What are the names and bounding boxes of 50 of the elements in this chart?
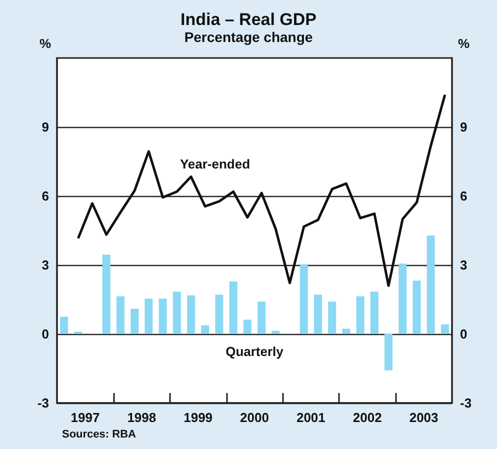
bar (116, 296, 124, 334)
source-note: Sources: RBA (62, 428, 136, 440)
x-tick-label: 2000 (240, 410, 269, 425)
y-tick-label: 9 (42, 120, 49, 134)
bar (243, 320, 252, 334)
y-axis-title: % (39, 36, 52, 51)
x-tick-label: 2001 (296, 410, 326, 425)
bar (356, 296, 364, 334)
y2-axis-title: % (458, 36, 470, 51)
y2-tick-label: 3 (460, 258, 468, 272)
y2-tick-label: 0 (460, 326, 468, 342)
series-label: Quarterly (226, 344, 284, 359)
bar (201, 325, 210, 334)
series-label: Year-ended (180, 156, 250, 172)
y-tick-label: -3 (37, 396, 49, 410)
bar (398, 264, 407, 334)
y-tick-label: 6 (42, 188, 49, 204)
bar (130, 308, 139, 334)
y-tick-label: 3 (42, 258, 49, 272)
y2-tick-label: 9 (460, 120, 468, 134)
bar (258, 302, 266, 334)
chart-title: India – Real GDP (180, 10, 317, 29)
y-tick-label: 0 (42, 326, 49, 342)
x-tick-label: 1997 (70, 410, 100, 425)
bar (172, 292, 181, 334)
y2-tick-label: 6 (460, 188, 468, 204)
bar (384, 334, 393, 370)
bar (229, 282, 238, 334)
bar (328, 302, 336, 334)
x-tick-label: 1999 (184, 410, 213, 425)
bar (144, 298, 153, 334)
x-tick-label: 2003 (409, 410, 438, 425)
bar (272, 330, 280, 334)
bar (102, 254, 110, 334)
bar (412, 280, 421, 334)
bar (342, 328, 350, 334)
bar (60, 316, 68, 334)
x-tick-label: 1998 (127, 410, 156, 425)
bar (300, 264, 308, 334)
bar (187, 295, 196, 334)
line-series (76, 94, 446, 287)
bar (370, 292, 378, 334)
y2-tick-label: -3 (460, 396, 472, 410)
bar (215, 294, 224, 334)
chart-subtitle: Percentage change (184, 29, 313, 45)
bar (314, 294, 322, 334)
bar (158, 298, 167, 334)
x-tick-label: 2002 (352, 410, 382, 425)
bar (440, 324, 449, 334)
bar (426, 236, 435, 334)
